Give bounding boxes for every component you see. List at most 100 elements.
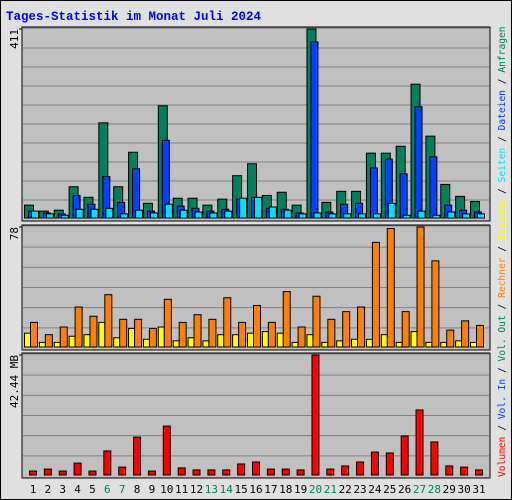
bar <box>276 332 284 348</box>
bar <box>194 211 203 219</box>
bar <box>461 320 470 348</box>
bar <box>164 203 173 219</box>
bar <box>410 331 418 348</box>
legend-entry: Anfragen <box>497 26 508 72</box>
x-tick-label: 30 <box>458 483 471 496</box>
bar <box>208 318 217 348</box>
bar <box>202 340 210 348</box>
bar <box>38 341 46 348</box>
bar <box>327 318 336 348</box>
bar <box>29 470 37 476</box>
bar <box>247 332 254 348</box>
bar <box>103 450 112 476</box>
x-tick-label: 10 <box>160 483 173 496</box>
bar <box>267 321 276 348</box>
bar <box>222 469 231 476</box>
x-tick-label: 31 <box>472 483 485 496</box>
bar <box>341 465 350 476</box>
bar <box>310 41 319 219</box>
bar <box>402 214 411 219</box>
bar <box>298 213 307 219</box>
bar <box>128 328 136 348</box>
legend-separator: / <box>497 130 508 147</box>
x-tick-label: 29 <box>443 483 456 496</box>
bar <box>90 208 99 219</box>
bar <box>414 106 423 219</box>
bar <box>43 468 52 476</box>
x-tick-label: 20 <box>309 483 322 496</box>
bar <box>135 209 144 219</box>
bar <box>88 470 97 476</box>
legend-entry: Vol. Out <box>497 315 508 361</box>
bar <box>417 210 426 219</box>
x-tick-label: 4 <box>74 483 81 496</box>
bar <box>470 341 477 348</box>
bar <box>147 470 156 476</box>
bar <box>252 461 260 476</box>
bar <box>68 335 76 348</box>
bar <box>148 328 157 348</box>
bar <box>187 337 195 348</box>
legend-entry: Rechner <box>497 257 508 298</box>
bar <box>416 226 425 348</box>
bar <box>296 469 305 476</box>
legend: Volumen / Vol. In / Vol. Out / Rechner /… <box>497 26 508 477</box>
bar <box>371 241 380 348</box>
y-tick-label: 411 <box>8 29 21 49</box>
bar <box>342 311 351 348</box>
bar <box>207 469 216 476</box>
bar <box>326 468 335 476</box>
x-tick-label: 11 <box>175 483 188 496</box>
x-tick-label: 9 <box>149 483 156 496</box>
bar <box>177 467 186 476</box>
bar <box>357 306 366 348</box>
bar <box>477 213 485 219</box>
bar <box>253 304 261 348</box>
bar <box>133 436 142 476</box>
bar <box>336 340 344 348</box>
bar <box>98 321 106 348</box>
x-tick-label: 1 <box>30 483 37 496</box>
bar <box>74 306 83 348</box>
bar <box>73 462 82 476</box>
bar <box>237 463 246 476</box>
bar <box>119 318 128 348</box>
bar <box>268 206 277 219</box>
bar <box>446 329 455 348</box>
bar <box>266 468 275 476</box>
bar <box>53 341 61 348</box>
x-tick-label: 25 <box>383 483 396 496</box>
x-tick-label: 26 <box>398 483 411 496</box>
x-tick-label: 18 <box>279 483 292 496</box>
bar <box>356 461 365 476</box>
legend-entry: Besuche <box>497 200 508 241</box>
x-tick-label: 23 <box>353 483 366 496</box>
bar <box>281 468 290 476</box>
x-tick-label: 28 <box>428 483 441 496</box>
bar <box>447 211 456 219</box>
bar <box>24 332 31 348</box>
bar <box>172 340 180 348</box>
bar <box>193 314 202 348</box>
bar <box>58 470 67 476</box>
bar <box>149 212 158 219</box>
bar <box>134 318 143 348</box>
x-tick-label: 22 <box>339 483 352 496</box>
x-tick-label: 6 <box>104 483 111 496</box>
bar <box>282 291 291 348</box>
legend-entry: Vol. In <box>497 379 508 419</box>
bar <box>380 334 388 348</box>
y-tick-label: 78 <box>8 227 21 240</box>
bar <box>83 334 91 348</box>
bar <box>224 210 233 219</box>
bar <box>118 466 127 476</box>
bar <box>385 452 394 476</box>
legend-separator: / <box>497 361 508 378</box>
bar <box>369 167 378 219</box>
bar <box>399 173 408 219</box>
x-tick-label: 24 <box>368 483 382 496</box>
x-tick-label: 27 <box>413 483 426 496</box>
bar <box>254 196 262 219</box>
x-tick-label: 13 <box>205 483 218 496</box>
